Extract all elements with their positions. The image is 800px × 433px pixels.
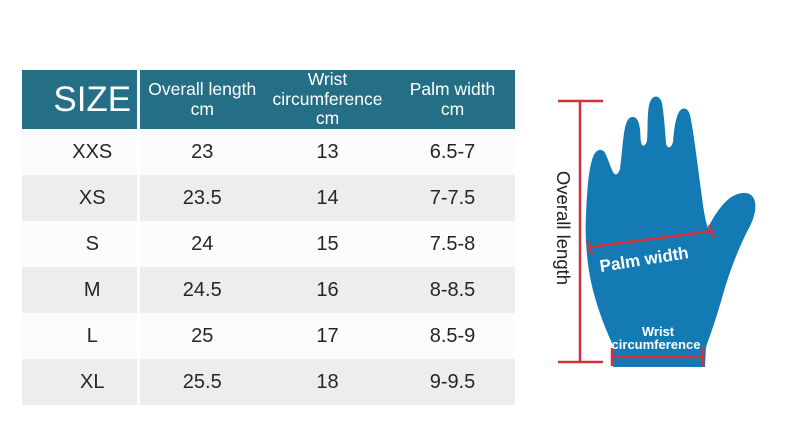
wrist-circumference-header-unit: cm — [315, 108, 340, 129]
value-cell: 7.5-8 — [429, 232, 476, 255]
value-cell: 17 — [316, 324, 339, 347]
size-cell: S — [22, 221, 140, 267]
value-cell: 6.5-7 — [429, 140, 476, 163]
wrist-circumference-header-label: Wrist circumference — [272, 69, 383, 109]
value-cell: 8.5-9 — [429, 324, 476, 347]
value-cell: 9-9.5 — [429, 370, 476, 393]
palm-width-line — [585, 224, 716, 255]
wrist-circumference-label-line1: Wrist — [642, 324, 675, 339]
table-row-s: S 24 15 7.5-8 — [22, 221, 515, 267]
value-cell: 24 — [191, 232, 214, 255]
table-row-l: L 25 17 8.5-9 — [22, 313, 515, 359]
header-row: SIZE Overall length cm Wrist circumferen… — [22, 69, 515, 129]
size-cell: XXS — [22, 129, 140, 175]
value-cell: 24.5 — [182, 278, 222, 301]
column-header-wrist-circumference: Wrist circumference cm — [265, 69, 390, 129]
value-cell: 8-8.5 — [429, 278, 476, 301]
wrist-circumference-label-line2: circumference — [612, 337, 701, 352]
glove-size-chart: SIZE Overall length cm Wrist circumferen… — [22, 69, 515, 405]
glove-shape — [585, 96, 756, 367]
value-cell: 15 — [316, 232, 339, 255]
table-row-xxs: XXS 23 13 6.5-7 — [22, 129, 515, 175]
size-cell: XS — [22, 175, 140, 221]
value-cell: 14 — [316, 186, 339, 209]
size-cell: M — [22, 267, 140, 313]
size-cell: L — [22, 313, 140, 359]
value-cell: 25 — [191, 324, 214, 347]
value-cell: 7-7.5 — [429, 186, 476, 209]
column-header-palm-width: Palm width cm — [390, 70, 515, 129]
table-row-xs: XS 23.5 14 7-7.5 — [22, 175, 515, 221]
size-table: SIZE Overall length cm Wrist circumferen… — [22, 69, 515, 405]
size-table-body: XXS 23 13 6.5-7 XS 23.5 14 7-7.5 S 24 15… — [22, 129, 515, 405]
overall-length-label: Overall length — [553, 171, 574, 285]
wrist-circumference-line — [610, 348, 705, 366]
column-header-overall-length: Overall length cm — [138, 70, 265, 129]
size-cell: XL — [22, 359, 140, 405]
palm-width-header-unit: cm — [440, 98, 465, 119]
value-cell: 16 — [316, 278, 339, 301]
table-row-xl: XL 25.5 18 9-9.5 — [22, 359, 515, 405]
column-header-size: SIZE — [22, 70, 140, 129]
value-cell: 23 — [191, 140, 214, 163]
table-row-m: M 24.5 16 8-8.5 — [22, 267, 515, 313]
overall-length-line — [558, 99, 603, 364]
overall-length-header-label: Overall length — [148, 78, 257, 99]
glove-measurement-diagram: Overall length Palm width Wrist circumfe… — [553, 96, 756, 367]
value-cell: 23.5 — [182, 186, 222, 209]
value-cell: 25.5 — [182, 370, 222, 393]
size-header-label: SIZE — [53, 79, 132, 119]
overall-length-header-unit: cm — [190, 98, 214, 119]
palm-width-header-label: Palm width — [409, 78, 496, 99]
value-cell: 13 — [316, 140, 339, 163]
value-cell: 18 — [316, 370, 339, 393]
size-table-header: SIZE Overall length cm Wrist circumferen… — [22, 69, 515, 129]
